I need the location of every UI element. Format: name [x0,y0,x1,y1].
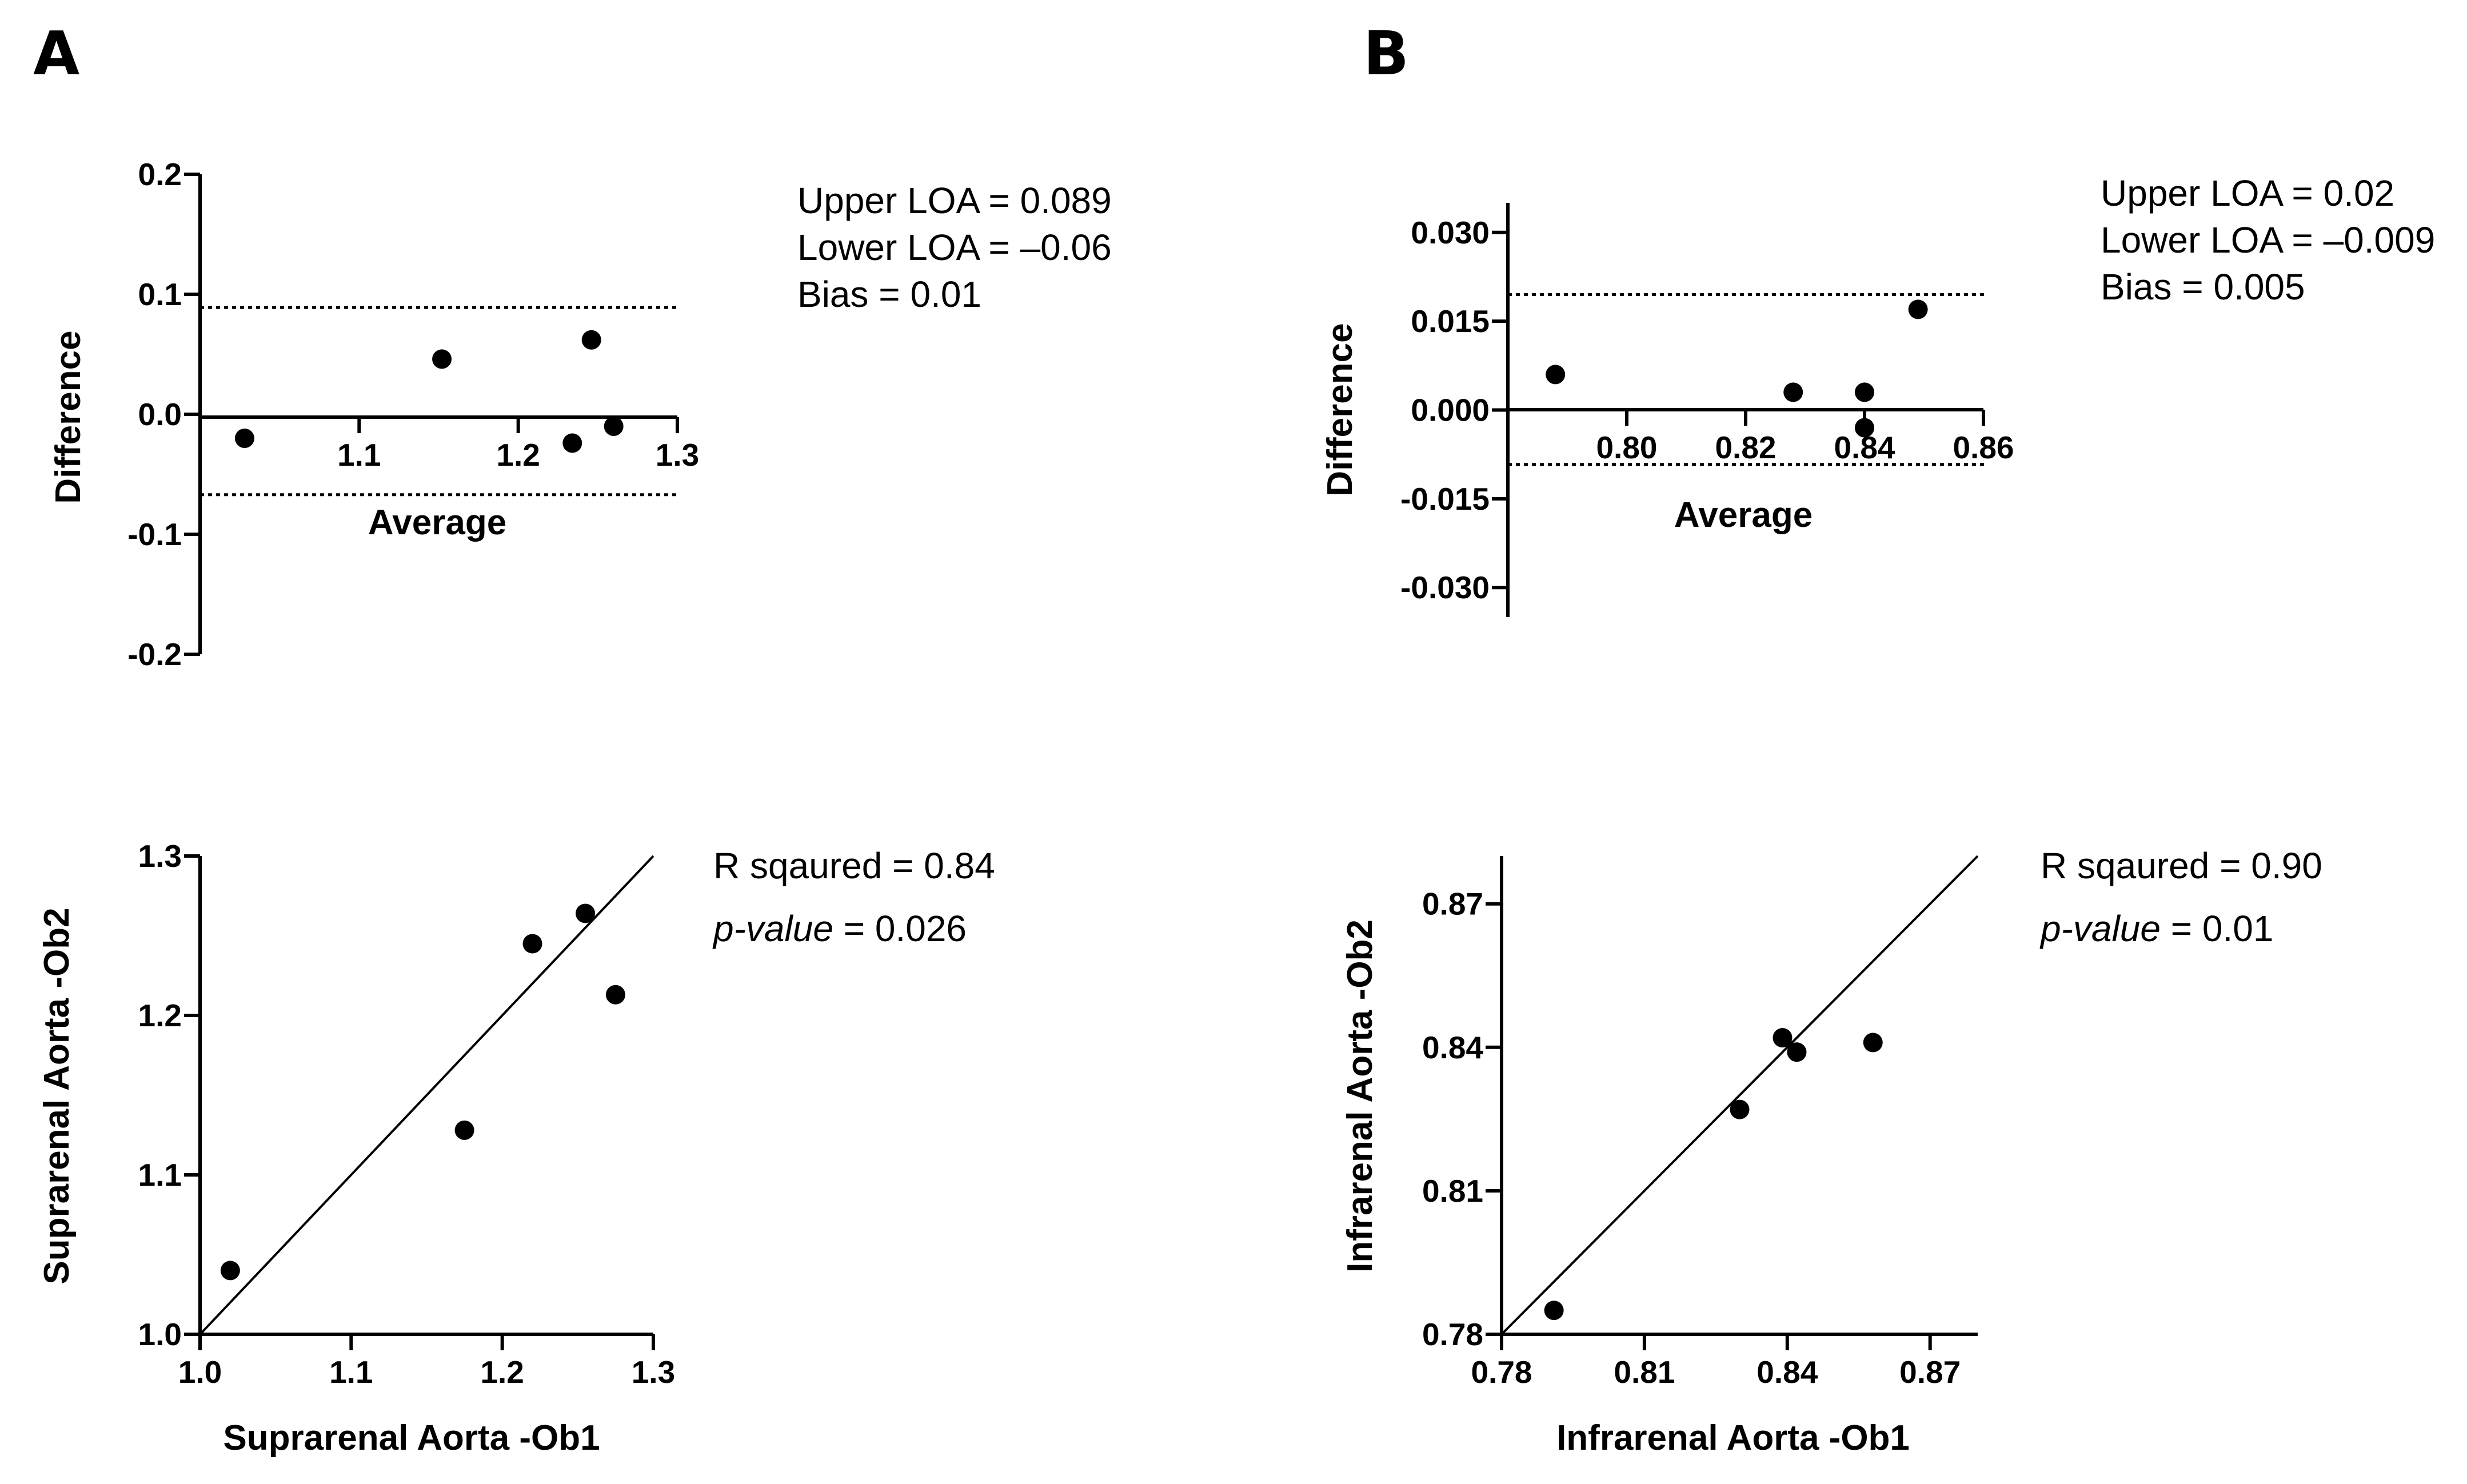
x-tick-label-b-top: 0.86 [1953,430,2014,465]
data-point [1546,365,1566,385]
stat-annotation: Lower LOA = –0.06 [797,227,1112,268]
stat-annotation: Bias = 0.005 [2101,266,2305,307]
x-tick-label-a-bottom: 1.1 [329,1354,373,1390]
stat-annotation: Upper LOA = 0.02 [2101,173,2394,214]
y-tick-label-b-top: -0.030 [1400,570,1490,605]
y-tick-label-a-top: 0.1 [138,277,182,312]
stat-annotation-part: Lower LOA = –0.009 [2101,219,2435,261]
y-tick-label-a-bottom: 1.2 [138,998,182,1033]
data-point [1773,1028,1793,1048]
y-tick-label-b-bottom: 0.81 [1422,1173,1483,1209]
data-point [454,1120,474,1140]
y-axis-title: Suprarenal Aorta -Ob2 [37,907,77,1284]
stat-annotation-part: R sqaured = 0.90 [2041,845,2322,886]
data-point [1787,1042,1807,1062]
stat-annotation-part: = 0.026 [833,908,967,949]
correlation-chart-b: 0.78 0.81 0.84 0.87 0.78 0.81 0.84 0.87 Infraren… [1340,845,2322,1458]
y-tick-label-a-bottom: 1.3 [138,838,182,874]
x-tick-label-b-bottom: 0.87 [1899,1354,1961,1390]
data-point [576,903,596,923]
x-tick-label-b-top: 0.80 [1596,430,1657,465]
stat-annotation: R sqaured = 0.84 [713,845,995,886]
correlation-chart-a: 1.0 1.1 1.2 1.3 1.0 1.1 1.2 1.3 Suprarenal Aorta… [37,838,995,1458]
stat-annotation-part: Lower LOA = –0.06 [797,227,1112,268]
stat-annotation: p-value = 0.01 [2039,908,2273,949]
data-point [581,330,601,350]
x-tick-label-a-top: 1.3 [656,437,699,473]
stat-annotation-part: Bias = 0.01 [797,274,981,315]
data-point [522,934,542,954]
stat-annotation-part: p-value [712,908,833,949]
data-point [1855,382,1874,402]
stat-annotation-part: = 0.01 [2161,908,2274,949]
x-axis-title: Average [1674,495,1813,535]
y-tick-label-a-top: 0.2 [138,157,182,192]
y-tick-label-a-top: -0.1 [127,517,182,552]
data-point [1855,418,1874,438]
y-axis-title: Difference [49,330,88,503]
y-tick-label-a-top: 0.0 [138,397,182,432]
y-tick-label-b-top: -0.015 [1400,481,1490,517]
stat-annotation-part: Bias = 0.005 [2101,266,2305,307]
data-point [432,349,452,369]
data-point [1730,1099,1750,1119]
x-tick-label-a-bottom: 1.2 [480,1354,524,1390]
y-tick-label-b-bottom: 0.87 [1422,886,1483,922]
x-tick-label-b-bottom: 0.84 [1757,1354,1818,1390]
y-tick-label-a-bottom: 1.0 [138,1317,182,1352]
stat-annotation-part: Upper LOA = 0.02 [2101,173,2394,214]
data-point [1863,1033,1883,1053]
x-axis-title: Suprarenal Aorta -Ob1 [223,1418,600,1458]
y-tick-label-a-top: -0.2 [127,637,182,672]
data-point [234,429,254,448]
data-point [1783,382,1803,402]
stat-annotation: p-value = 0.026 [712,908,967,949]
stat-annotation-part: R sqaured = 0.84 [713,845,995,886]
stat-annotation: Lower LOA = –0.009 [2101,219,2435,261]
stat-annotation: Upper LOA = 0.089 [797,180,1112,221]
x-tick-label-a-bottom: 1.0 [178,1354,222,1390]
identity-line [199,855,654,1335]
x-axis-title: Average [368,503,506,542]
panel-letter-a: A [33,19,79,89]
identity-line [1500,855,1979,1335]
data-point [220,1261,240,1281]
stat-annotation-part: p-value [2039,908,2161,949]
x-tick-label-b-bottom: 0.78 [1471,1354,1532,1390]
x-tick-label-b-top: 0.82 [1715,430,1776,465]
x-tick-label-a-top: 1.2 [496,437,540,473]
data-point [604,417,624,436]
stat-annotation-part: Upper LOA = 0.089 [797,180,1112,221]
panel-letter-b: B [1363,19,1409,89]
stat-annotation: Bias = 0.01 [797,274,981,315]
data-point [1908,299,1928,319]
y-tick-label-a-bottom: 1.1 [138,1157,182,1193]
y-axis-title: Difference [1320,323,1360,496]
data-point [562,433,582,453]
stat-annotation: R sqaured = 0.90 [2041,845,2322,886]
y-tick-label-b-top: 0.030 [1411,215,1490,250]
y-tick-label-b-top: 0.000 [1411,393,1490,428]
x-tick-label-a-top: 1.1 [337,437,381,473]
x-axis-title: Infrarenal Aorta -Ob1 [1556,1418,1910,1458]
y-tick-label-b-bottom: 0.84 [1422,1030,1483,1065]
x-tick-label-a-bottom: 1.3 [632,1354,675,1390]
data-point [605,985,625,1005]
data-point [1544,1301,1564,1321]
y-axis-title: Infrarenal Aorta -Ob2 [1340,919,1380,1273]
x-tick-label-b-bottom: 0.81 [1614,1354,1675,1390]
y-tick-label-b-top: 0.015 [1411,303,1490,339]
bland-altman-chart-a: 0.2 0.1 0.0 -0.1 -0.2 1.1 1.2 1.3 Average Differe… [49,157,1112,672]
y-tick-label-b-bottom: 0.78 [1422,1317,1483,1352]
